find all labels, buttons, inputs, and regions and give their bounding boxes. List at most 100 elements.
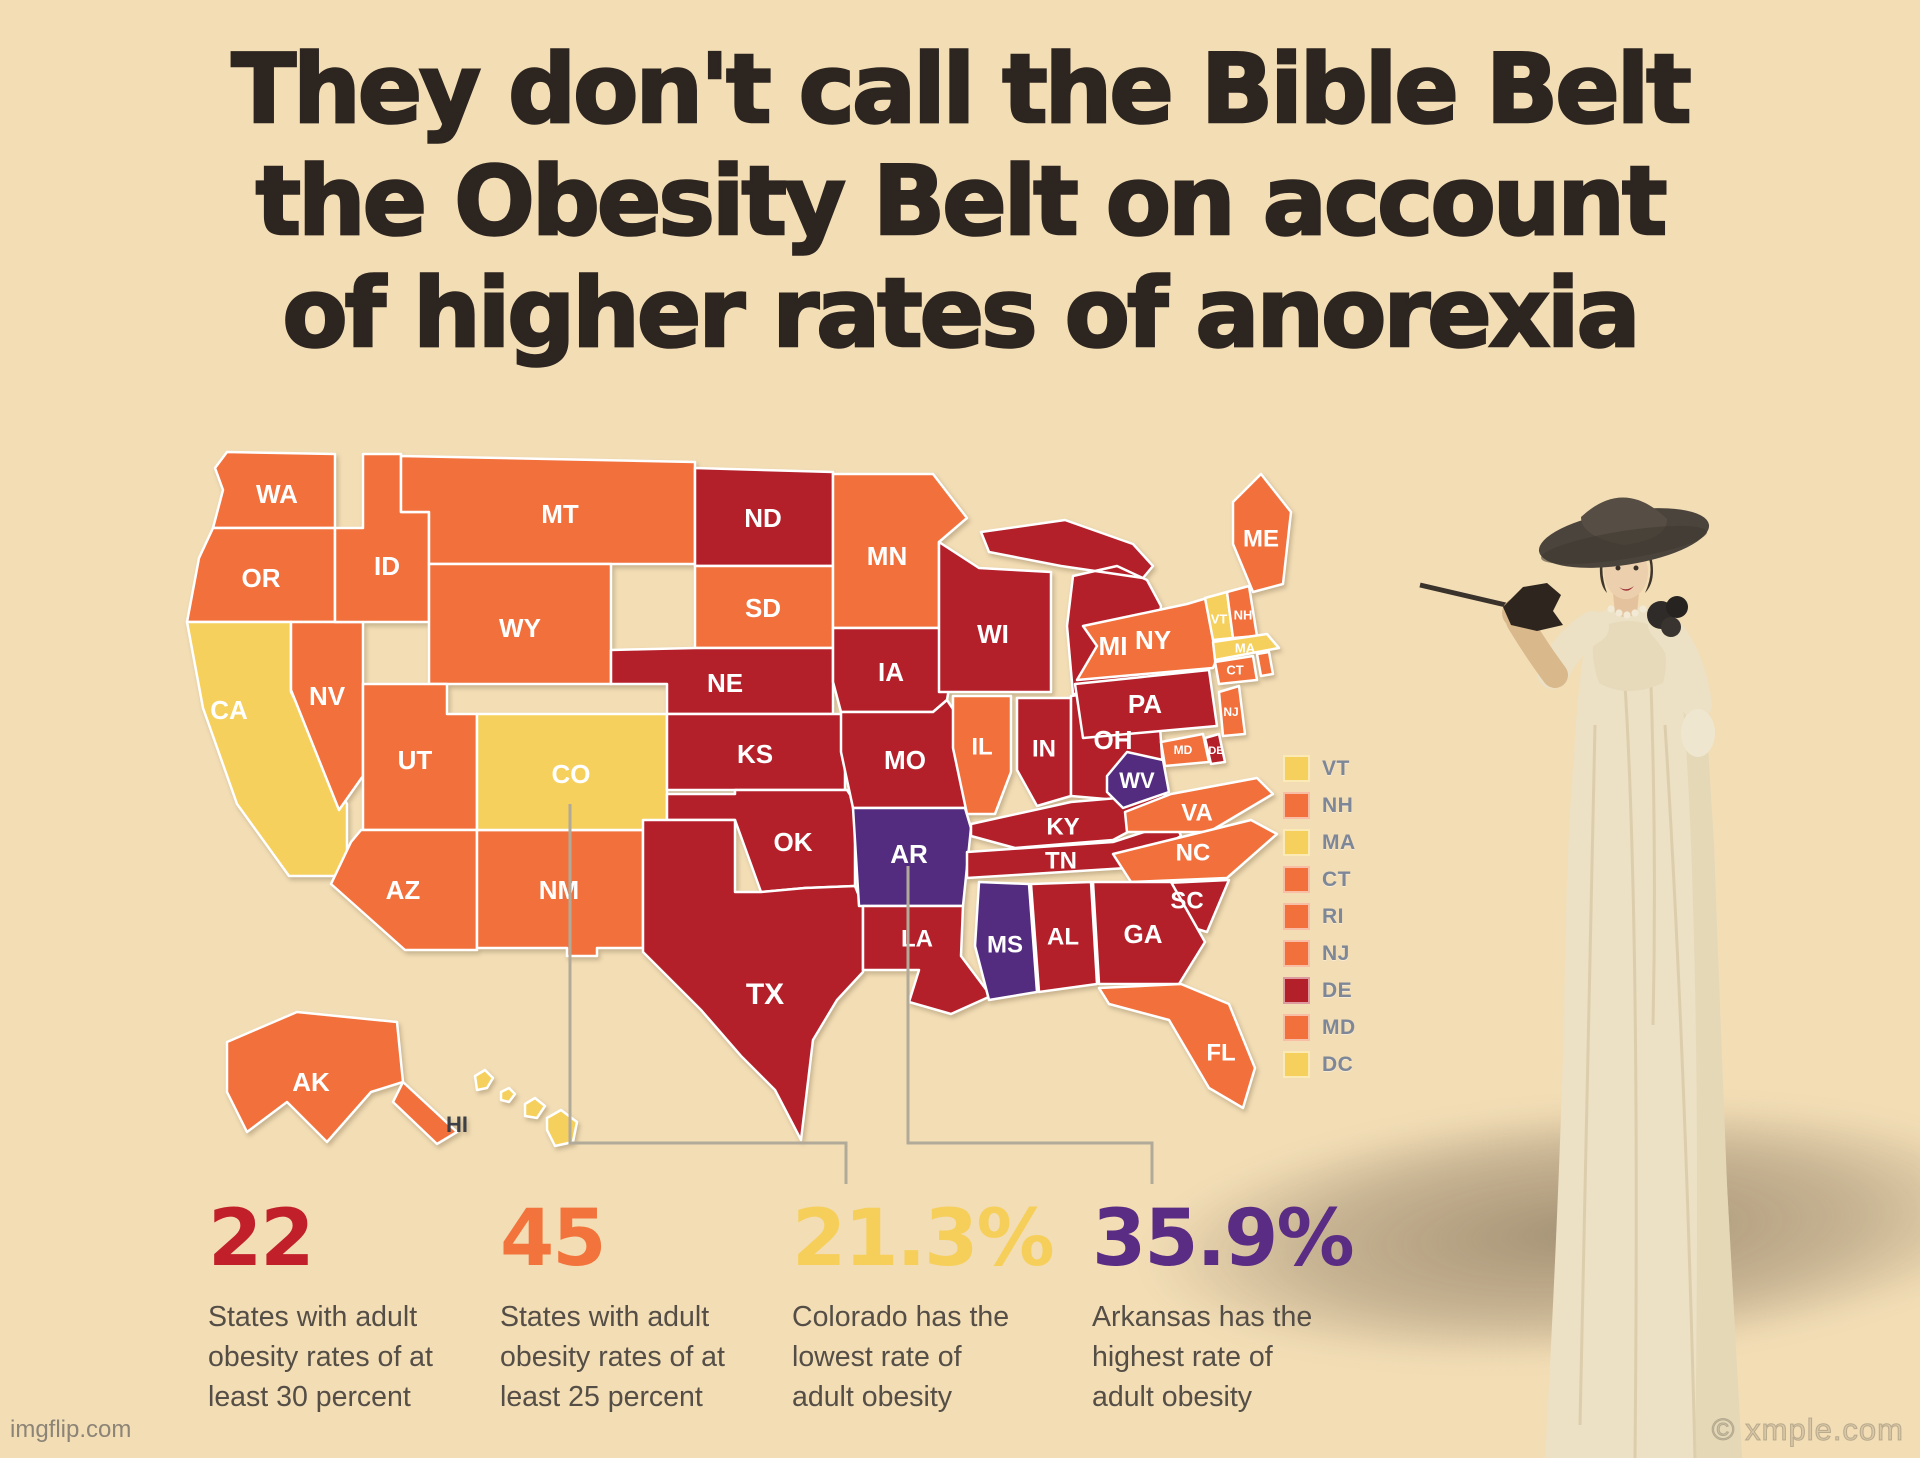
pearl-necklace-icon — [1607, 605, 1647, 619]
title-line-3: of higher rates of anorexia — [281, 258, 1642, 371]
state-label-sc: SC — [1170, 887, 1203, 914]
state-il — [951, 694, 1013, 816]
state-wi — [937, 540, 1053, 694]
state-label-nc: NC — [1176, 839, 1211, 866]
state-ri — [1255, 650, 1275, 678]
state-label-ct: CT — [1226, 662, 1243, 677]
state-label-ga: GA — [1124, 919, 1163, 949]
legend-label-nj: NJ — [1322, 941, 1350, 965]
state-label-nm: NM — [539, 875, 579, 905]
legend-item-dc: DC — [1283, 1046, 1356, 1083]
white-glove-hand — [1681, 709, 1715, 757]
state-label-ne: NE — [707, 668, 743, 698]
stat-value: 21.3% — [792, 1194, 1055, 1284]
state-pa — [1073, 668, 1219, 740]
legend-label-ma: MA — [1322, 830, 1356, 854]
state-ct — [1213, 654, 1259, 686]
dress-folds — [1578, 654, 1697, 1458]
state-label-pa: PA — [1128, 689, 1162, 719]
legend-item-nh: NH — [1283, 787, 1356, 824]
right-eye — [1633, 565, 1639, 571]
legend-swatch-nj — [1283, 940, 1310, 967]
stat-caption: States with adult obesity rates of at le… — [500, 1301, 725, 1413]
legend-label-ct: CT — [1322, 867, 1351, 891]
state-label-or: OR — [242, 563, 281, 593]
state-label-nh: NH — [1234, 607, 1253, 622]
state-label-ut: UT — [398, 745, 433, 775]
legend-label-vt: VT — [1322, 756, 1350, 780]
legend-item-ri: RI — [1283, 898, 1356, 935]
state-label-sd: SD — [745, 593, 781, 623]
state-label-nv: NV — [309, 681, 346, 711]
state-label-az: AZ — [386, 875, 421, 905]
lady-dimitrescu-figure — [1419, 497, 1742, 1458]
stat-value: 35.9% — [1092, 1194, 1355, 1284]
state-ak — [225, 1010, 459, 1146]
stat-arkansas-highest: 35.9% Arkansas has the highest rate of a… — [1092, 1200, 1412, 1418]
legend-swatch-md — [1283, 1014, 1310, 1041]
state-label-ar: AR — [890, 839, 928, 869]
watermark-xmple: © xmple.com — [1711, 1412, 1904, 1448]
left-eye — [1615, 565, 1621, 571]
state-label-me: ME — [1243, 525, 1279, 552]
legend-label-dc: DC — [1322, 1052, 1354, 1076]
state-label-ak: AK — [292, 1067, 330, 1097]
state-label-ia: IA — [878, 657, 904, 687]
legend-item-de: DE — [1283, 972, 1356, 1009]
legend-item-ma: MA — [1283, 824, 1356, 861]
legend-swatch-ri — [1283, 903, 1310, 930]
state-label-hi: HI — [446, 1112, 468, 1137]
legend-swatch-vt — [1283, 755, 1310, 782]
state-label-tx: TX — [746, 978, 784, 1011]
state-me — [1231, 472, 1293, 594]
state-label-nd: ND — [744, 503, 782, 533]
state-label-ok: OK — [774, 827, 813, 857]
state-label-ny: NY — [1135, 625, 1171, 655]
state-label-vt: VT — [1211, 611, 1228, 626]
stat-colorado-lowest: 21.3% Colorado has the lowest rate of ad… — [792, 1200, 1072, 1418]
state-in — [1015, 696, 1073, 808]
dark-lace-cuff — [1503, 583, 1563, 631]
state-label-md: MD — [1174, 743, 1193, 757]
state-label-wv: WV — [1119, 768, 1155, 793]
stat-states-30-percent: 22 States with adult obesity rates of at… — [208, 1200, 488, 1418]
state-label-wi: WI — [977, 619, 1009, 649]
state-label-wa: WA — [256, 479, 298, 509]
state-label-il: IL — [971, 733, 992, 760]
small-states-legend: VT NH MA CT RI NJ DE MD DC — [1283, 750, 1356, 1083]
dress-side-shading — [1679, 641, 1742, 1458]
title-line-2: the Obesity Belt on account — [254, 146, 1668, 259]
stat-value: 45 — [500, 1194, 607, 1284]
legend-swatch-nh — [1283, 792, 1310, 819]
black-rose-icon — [1647, 596, 1688, 637]
lips — [1619, 586, 1634, 591]
state-label-mi: MI — [1099, 631, 1128, 661]
state-label-va: VA — [1181, 799, 1213, 826]
stat-caption: Colorado has the lowest rate of adult ob… — [792, 1301, 1010, 1413]
state-wv — [1105, 750, 1171, 810]
stat-value: 22 — [208, 1194, 315, 1284]
state-label-de: DE — [1208, 745, 1223, 757]
state-label-co: CO — [552, 759, 591, 789]
state-label-al: AL — [1047, 923, 1079, 950]
legend-item-md: MD — [1283, 1009, 1356, 1046]
legend-swatch-de — [1283, 977, 1310, 1004]
legend-item-vt: VT — [1283, 750, 1356, 787]
legend-swatch-ct — [1283, 866, 1310, 893]
hair — [1599, 553, 1653, 593]
legend-label-de: DE — [1322, 978, 1353, 1002]
state-md — [1159, 732, 1211, 768]
state-label-mt: MT — [541, 499, 579, 529]
state-label-ks: KS — [737, 739, 773, 769]
wide-brim-hat-icon — [1538, 497, 1710, 568]
legend-item-ct: CT — [1283, 861, 1356, 898]
stat-states-25-percent: 45 States with adult obesity rates of at… — [500, 1200, 780, 1418]
legend-label-nh: NH — [1322, 793, 1354, 817]
dress-bodice — [1592, 620, 1666, 691]
state-de — [1203, 732, 1227, 766]
state-label-fl: FL — [1206, 1039, 1235, 1066]
stat-caption: States with adult obesity rates of at le… — [208, 1301, 433, 1413]
meme-title: They don't call the Bible Belt the Obesi… — [0, 34, 1920, 371]
state-label-ms: MS — [987, 931, 1023, 958]
title-line-1: They don't call the Bible Belt — [230, 34, 1693, 147]
